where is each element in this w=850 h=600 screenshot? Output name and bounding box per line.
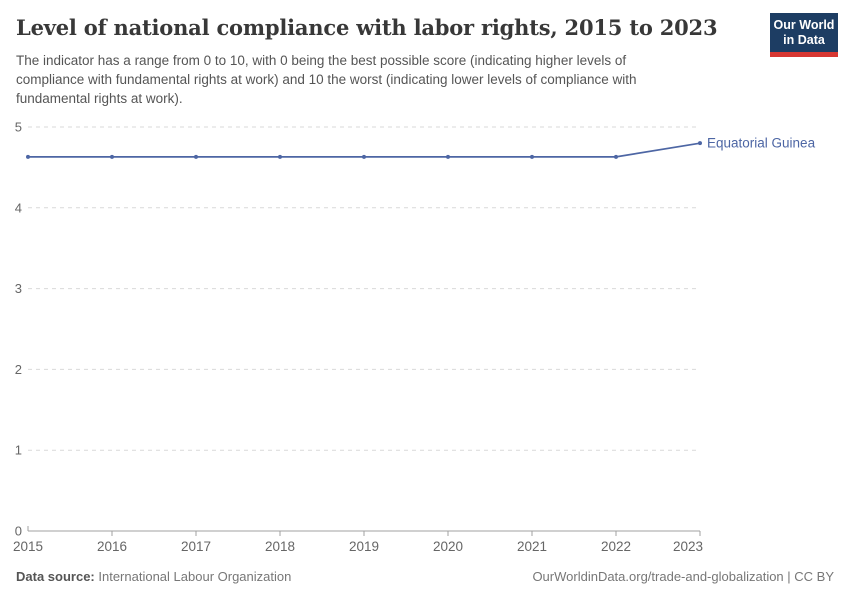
svg-text:2015: 2015 [13, 539, 43, 554]
x-axis-labels: 2015 2016 2017 2018 2019 2020 2021 2022 2023 [13, 539, 703, 554]
subtitle-line: The indicator has a range from 0 to 10, … [16, 53, 627, 68]
data-line[interactable] [28, 142, 701, 158]
y-axis-labels: 0 1 2 3 4 5 [15, 120, 22, 539]
svg-text:2: 2 [15, 362, 22, 377]
chart-title: Level of national compliance with labor … [16, 15, 718, 40]
subtitle-line: fundamental rights at work). [16, 91, 183, 106]
data-points [26, 141, 702, 159]
footer-credit-link[interactable]: OurWorldinData.org/trade-and-globalizati… [532, 569, 834, 584]
x-axis [27, 526, 701, 536]
svg-text:3: 3 [15, 281, 22, 296]
svg-text:0: 0 [15, 524, 22, 539]
series-label[interactable]: Equatorial Guinea [707, 136, 816, 151]
svg-text:2020: 2020 [433, 539, 463, 554]
svg-text:2019: 2019 [349, 539, 379, 554]
owid-logo[interactable]: Our World in Data [770, 13, 838, 57]
svg-text:2023: 2023 [673, 539, 703, 554]
chart-footer: Data source: International Labour Organi… [16, 569, 834, 584]
data-source-value: International Labour Organization [98, 569, 292, 584]
svg-text:2022: 2022 [601, 539, 631, 554]
owid-logo-text: Our World in Data [770, 13, 838, 52]
svg-text:2016: 2016 [97, 539, 127, 554]
chart-subtitle: The indicator has a range from 0 to 10, … [16, 51, 716, 108]
svg-text:4: 4 [15, 200, 22, 215]
y-gridlines [28, 126, 700, 451]
svg-text:2017: 2017 [181, 539, 211, 554]
svg-text:1: 1 [15, 443, 22, 458]
data-source-label: Data source: [16, 569, 95, 584]
subtitle-line: compliance with fundamental rights at wo… [16, 72, 637, 87]
svg-text:5: 5 [15, 120, 22, 135]
svg-text:2021: 2021 [517, 539, 547, 554]
owid-logo-red-strip [770, 52, 838, 57]
svg-text:2018: 2018 [265, 539, 295, 554]
data-source: Data source: International Labour Organi… [16, 569, 291, 584]
